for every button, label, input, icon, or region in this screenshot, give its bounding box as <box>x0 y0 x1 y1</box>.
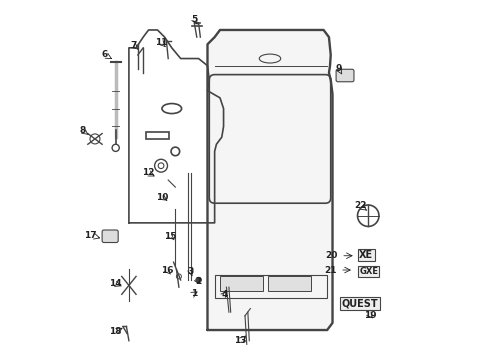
Text: 22: 22 <box>354 201 367 210</box>
Bar <box>220 276 263 291</box>
Text: 11: 11 <box>155 38 167 47</box>
FancyBboxPatch shape <box>336 69 354 82</box>
Text: 13: 13 <box>234 336 247 345</box>
Text: 5: 5 <box>191 15 197 24</box>
Text: 10: 10 <box>156 193 168 202</box>
FancyBboxPatch shape <box>102 230 118 243</box>
Text: 9: 9 <box>335 64 342 73</box>
Text: 6: 6 <box>102 50 108 59</box>
Text: 4: 4 <box>221 290 227 299</box>
Polygon shape <box>207 30 333 330</box>
Circle shape <box>196 277 201 283</box>
Text: 1: 1 <box>191 289 197 298</box>
Text: 8: 8 <box>80 126 86 135</box>
Text: 18: 18 <box>109 327 122 336</box>
Text: XE: XE <box>359 250 373 260</box>
Text: 14: 14 <box>109 279 122 288</box>
Text: GXE: GXE <box>359 267 378 276</box>
Text: QUEST: QUEST <box>342 298 378 308</box>
Text: 17: 17 <box>84 231 97 240</box>
Text: 2: 2 <box>196 277 202 286</box>
Bar <box>146 132 169 139</box>
Text: 15: 15 <box>165 232 177 241</box>
Text: 21: 21 <box>324 266 337 275</box>
Bar <box>268 276 311 291</box>
Text: 7: 7 <box>130 41 137 50</box>
Bar <box>215 275 327 298</box>
Text: 20: 20 <box>325 251 338 260</box>
Text: 16: 16 <box>161 266 173 275</box>
Text: 19: 19 <box>364 311 376 320</box>
Text: 3: 3 <box>188 267 194 276</box>
Text: 12: 12 <box>142 168 154 177</box>
